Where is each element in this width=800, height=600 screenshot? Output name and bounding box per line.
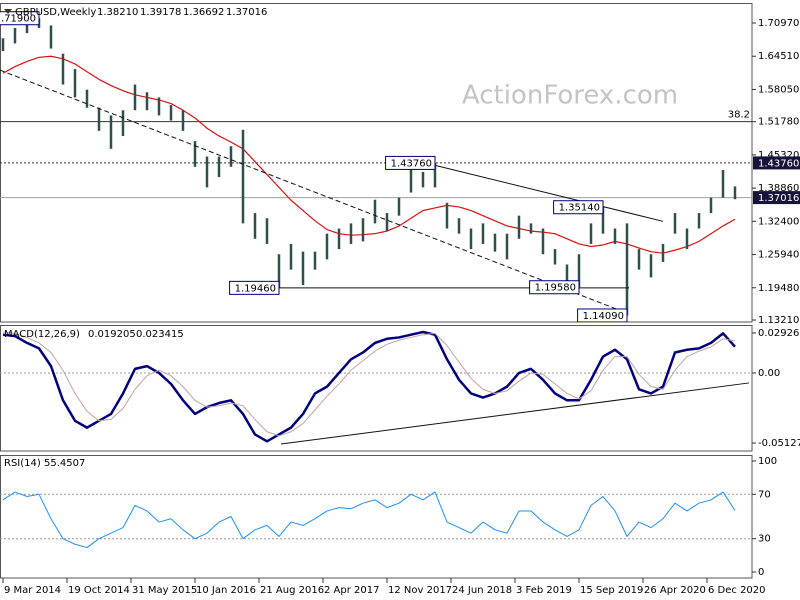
indicator-line bbox=[2, 331, 736, 437]
y-tick-label: 1.70970 bbox=[758, 18, 799, 29]
x-tick-label: 24 Jun 2018 bbox=[452, 585, 512, 596]
indicator-line bbox=[2, 330, 736, 443]
price-badge-label: 1.37016 bbox=[758, 193, 799, 204]
y-tick-label: 0.00 bbox=[758, 368, 780, 379]
rsi-value: 55.4507 bbox=[44, 458, 85, 469]
y-tick-label: 70 bbox=[758, 489, 771, 500]
rsi-plot bbox=[0, 491, 752, 549]
y-tick-label: 30 bbox=[758, 534, 771, 545]
price-annotation-box bbox=[0, 11, 40, 26]
y-tick-label: 1.32400 bbox=[758, 216, 799, 227]
symbol-title: GBPUSD,Weekly bbox=[15, 7, 96, 18]
price-annotation: 1.35140 bbox=[559, 203, 600, 214]
y-tick-label: 1.64510 bbox=[758, 51, 799, 62]
price-annotation: 1.19580 bbox=[535, 283, 576, 294]
x-tick-label: 26 Apr 2020 bbox=[644, 585, 706, 596]
macd-title: MACD(12,26,9) bbox=[4, 329, 80, 340]
menu-arrow bbox=[4, 9, 12, 14]
x-tick-label: 21 Aug 2016 bbox=[260, 585, 324, 596]
price-annotation-box bbox=[229, 280, 280, 295]
x-tick-label: 3 Feb 2019 bbox=[516, 585, 572, 596]
x-tick-label: 6 Dec 2020 bbox=[708, 585, 766, 596]
y-tick-label: 0.029261 bbox=[758, 328, 800, 339]
price-annotation: 1.19460 bbox=[235, 283, 276, 294]
fib-label: 38.2 bbox=[728, 110, 750, 121]
x-tick-label: 10 Jan 2016 bbox=[196, 585, 256, 596]
y-tick-label: 1.45320 bbox=[758, 150, 799, 161]
x-tick-label: 19 Oct 2014 bbox=[68, 585, 130, 596]
y-tick-label: 1.38860 bbox=[758, 183, 799, 194]
price-badge-label: 1.43760 bbox=[758, 158, 799, 169]
price-annotation-box bbox=[577, 308, 628, 322]
trendline bbox=[424, 162, 664, 222]
trendline bbox=[280, 382, 750, 445]
price-annotation: 1.14090 bbox=[583, 311, 624, 322]
price-plot: 38.2 1.71900 1.43760 1.35140 1.19460 1.19580 1… bbox=[0, 11, 752, 322]
price-annotation-box bbox=[529, 280, 580, 295]
y-tick-label: 0 bbox=[758, 567, 764, 578]
signal-value: 0.023415 bbox=[136, 329, 184, 340]
moving-average bbox=[2, 55, 736, 254]
indicator-line bbox=[2, 491, 736, 549]
y-tick-label: -0.051279 bbox=[758, 438, 800, 449]
close-value: 1.37016 bbox=[226, 7, 267, 18]
y-tick-label: 1.25940 bbox=[758, 250, 799, 261]
x-tick-label: 31 May 2015 bbox=[132, 585, 197, 596]
price-annotation: 1.71900 bbox=[0, 14, 36, 25]
watermark: ActionForex.com bbox=[462, 81, 678, 111]
y-tick-label: 1.51780 bbox=[758, 117, 799, 128]
price-annotation: 1.43760 bbox=[391, 158, 432, 169]
x-tick-label: 12 Nov 2017 bbox=[388, 585, 452, 596]
open-value: 1.38210 bbox=[97, 7, 138, 18]
y-tick-label: 1.58050 bbox=[758, 84, 799, 95]
x-tick-label: 2 Apr 2017 bbox=[324, 585, 379, 596]
low-value: 1.36692 bbox=[183, 7, 224, 18]
price-badge bbox=[753, 191, 800, 205]
y-tick-label: 1.19480 bbox=[758, 283, 799, 294]
price-badge bbox=[753, 156, 800, 170]
rsi-title: RSI(14) bbox=[4, 458, 41, 469]
macd-plot bbox=[0, 330, 752, 445]
macd-value: 0.019205 bbox=[88, 329, 136, 340]
y-tick-label: 1.13210 bbox=[758, 315, 799, 326]
price-annotation-box bbox=[385, 155, 436, 170]
high-value: 1.39178 bbox=[140, 7, 181, 18]
x-tick-label: 15 Sep 2019 bbox=[580, 585, 643, 596]
rsi-pane bbox=[0, 455, 753, 579]
x-tick-label: 9 Mar 2014 bbox=[4, 585, 61, 596]
y-tick-label: 100 bbox=[758, 456, 777, 467]
price-annotation-box bbox=[553, 200, 604, 215]
axes: 1.70970 1.64510 1.58050 1.51780 1.45320 1.388… bbox=[2, 18, 800, 596]
